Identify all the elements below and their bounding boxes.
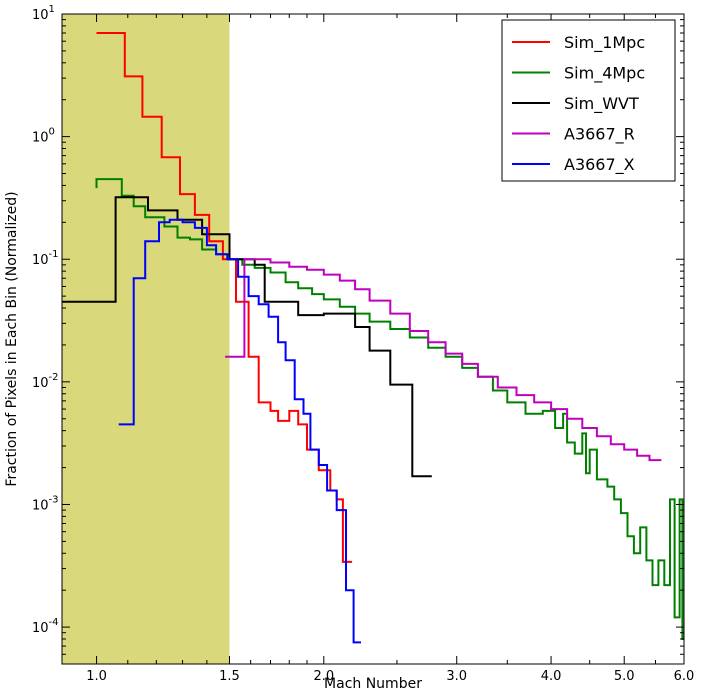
legend-label: A3667_X: [564, 155, 635, 175]
x-tick-label: 6.0: [674, 669, 695, 684]
x-tick-label: 4.0: [541, 669, 562, 684]
x-tick-label: 5.0: [614, 669, 635, 684]
legend-label: Sim_WVT: [564, 94, 639, 114]
series-line-a3667-r: [225, 258, 662, 462]
series-layer: [62, 32, 684, 644]
legend-label: A3667_R: [564, 125, 635, 145]
y-tick-base: 10: [32, 8, 49, 23]
series-line-a3667-x: [118, 218, 361, 644]
y-tick-label: 100: [32, 127, 55, 146]
y-tick-label: 10-2: [32, 372, 59, 391]
legend-label: Sim_4Mpc: [564, 64, 645, 84]
y-tick-exponent: -4: [49, 617, 59, 628]
y-tick-label: 10-3: [32, 494, 59, 513]
legend: Sim_1Mpc Sim_4Mpc Sim_WVT A3667_R A3667_X: [501, 19, 676, 182]
y-tick-base: 10: [32, 253, 49, 268]
y-tick-base: 10: [32, 498, 49, 513]
series-line-sim-1mpc: [96, 32, 353, 563]
legend-label: Sim_1Mpc: [564, 33, 645, 53]
y-tick-label: 10-4: [32, 617, 59, 636]
x-axis-label: Mach Number: [324, 676, 422, 692]
y-axis-label: Fraction of Pixels in Each Bin (Normaliz…: [4, 191, 20, 486]
y-tick-base: 10: [32, 621, 49, 636]
y-tick-label: 10-1: [32, 249, 59, 268]
x-tick-label: 1.0: [86, 669, 107, 684]
y-tick-exponent: 1: [49, 4, 55, 15]
y-tick-exponent: -3: [49, 494, 59, 505]
x-tick-label: 2.0: [313, 669, 334, 684]
y-tick-base: 10: [32, 131, 49, 146]
x-tick-label: 3.0: [446, 669, 467, 684]
y-tick-exponent: -1: [49, 249, 59, 260]
legend-box: [501, 19, 676, 182]
y-tick-exponent: -2: [49, 372, 59, 383]
y-tick-label: 101: [32, 4, 55, 23]
x-tick-label: 1.5: [219, 669, 240, 684]
series-line-sim-wvt: [62, 196, 432, 478]
y-tick-base: 10: [32, 376, 49, 391]
plot-frame: [61, 13, 685, 665]
y-tick-exponent: 0: [49, 127, 55, 138]
shaded-region: [62, 14, 230, 664]
